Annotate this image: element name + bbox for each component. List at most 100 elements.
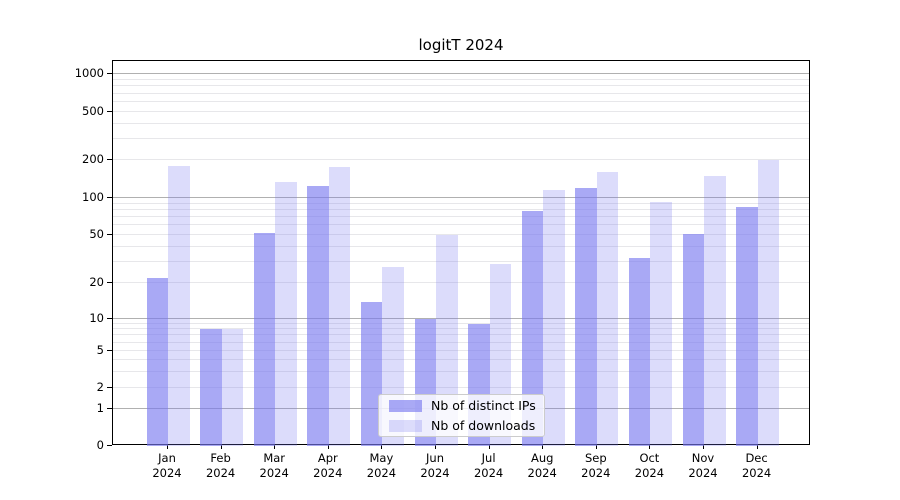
x-axis-tick-label: Jun 2024 bbox=[408, 451, 462, 481]
x-tick-year: 2024 bbox=[259, 466, 289, 480]
bar-downloads-nov bbox=[704, 175, 726, 446]
y-tick-mark bbox=[107, 110, 112, 112]
gridline-minor bbox=[113, 111, 809, 112]
y-tick-mark bbox=[107, 72, 112, 74]
bar-distinct-ips-jan bbox=[146, 278, 168, 446]
bar-distinct-ips-mar bbox=[253, 232, 276, 446]
x-tick-mark bbox=[756, 445, 758, 449]
bar-distinct-ips-apr bbox=[307, 185, 329, 446]
gridline-minor bbox=[113, 92, 809, 94]
x-tick-month: Jan bbox=[158, 451, 176, 465]
x-tick-month: Sep bbox=[584, 451, 607, 465]
bar-downloads-feb bbox=[221, 329, 244, 446]
bar-downloads-mar bbox=[275, 181, 297, 446]
gridline-minor bbox=[113, 224, 809, 226]
x-tick-mark bbox=[167, 445, 168, 449]
x-tick-month: Apr bbox=[317, 451, 338, 465]
gridline-minor bbox=[113, 334, 809, 336]
bar-distinct-ips-dec bbox=[736, 206, 758, 446]
x-tick-mark bbox=[327, 445, 329, 449]
y-axis-tick-label: 5 bbox=[96, 343, 104, 357]
gridline-minor bbox=[113, 328, 809, 330]
x-tick-month: May bbox=[369, 451, 394, 465]
x-tick-year: 2024 bbox=[473, 466, 504, 480]
y-axis-tick-label: 0 bbox=[96, 438, 104, 452]
x-tick-month: Jun bbox=[426, 451, 444, 465]
x-tick-year: 2024 bbox=[581, 466, 611, 480]
x-tick-month: Jul bbox=[481, 451, 496, 465]
x-tick-mark bbox=[220, 445, 222, 449]
x-tick-year: 2024 bbox=[205, 466, 236, 480]
chart-title: logitT 2024 bbox=[418, 36, 504, 54]
gridline-minor bbox=[113, 260, 809, 262]
x-tick-year: 2024 bbox=[527, 466, 557, 480]
y-tick-mark bbox=[107, 386, 112, 388]
y-axis-tick-label: 1000 bbox=[74, 66, 104, 80]
legend-item-distinct-ips: Nb of distinct IPs bbox=[387, 398, 536, 413]
x-tick-month: Dec bbox=[745, 451, 768, 465]
y-axis-tick-label: 100 bbox=[82, 190, 104, 204]
x-tick-month: Oct bbox=[639, 451, 660, 465]
x-tick-mark bbox=[542, 445, 544, 449]
gridline-minor bbox=[113, 159, 809, 160]
gridline-minor bbox=[113, 234, 809, 235]
x-tick-mark bbox=[703, 445, 704, 449]
y-tick-mark bbox=[107, 444, 112, 446]
plot-area bbox=[112, 60, 810, 446]
legend-label-downloads: Nb of downloads bbox=[431, 418, 536, 433]
bar-distinct-ips-sep bbox=[575, 188, 597, 446]
gridline-minor bbox=[113, 208, 809, 210]
bar-downloads-jun bbox=[436, 235, 458, 446]
gridline-major bbox=[113, 197, 809, 198]
x-axis-tick-label: Aug 2024 bbox=[515, 451, 569, 481]
x-tick-mark bbox=[649, 445, 651, 449]
x-tick-month: Feb bbox=[210, 451, 231, 465]
bar-downloads-apr bbox=[328, 167, 351, 446]
x-axis-tick-label: Oct 2024 bbox=[622, 451, 676, 481]
gridline-minor bbox=[113, 387, 809, 388]
bar-downloads-dec bbox=[757, 160, 780, 446]
gridline-minor bbox=[113, 137, 809, 139]
gridline-minor bbox=[113, 101, 809, 102]
x-tick-year: 2024 bbox=[688, 466, 718, 480]
legend-swatch-distinct-ips bbox=[389, 399, 422, 412]
x-tick-year: 2024 bbox=[313, 466, 343, 480]
x-tick-mark bbox=[381, 445, 383, 449]
x-tick-month: Nov bbox=[691, 451, 715, 465]
gridline-minor bbox=[113, 322, 809, 324]
x-axis-tick-label: Mar 2024 bbox=[247, 451, 301, 481]
legend: Nb of distinct IPs Nb of downloads bbox=[378, 394, 545, 437]
bar-distinct-ips-oct bbox=[628, 258, 651, 446]
y-tick-mark bbox=[107, 233, 112, 235]
gridline-minor bbox=[113, 85, 809, 87]
x-tick-year: 2024 bbox=[634, 466, 665, 480]
x-tick-year: 2024 bbox=[366, 466, 397, 480]
x-axis-tick-label: Feb 2024 bbox=[194, 451, 248, 481]
gridline-minor bbox=[113, 282, 809, 283]
bar-distinct-ips-may bbox=[360, 301, 383, 446]
x-tick-year: 2024 bbox=[741, 466, 772, 480]
y-axis-tick-label: 1 bbox=[96, 401, 104, 415]
gridline-minor bbox=[113, 202, 809, 204]
gridline-minor bbox=[113, 359, 809, 360]
gridline-minor bbox=[113, 122, 809, 124]
x-tick-mark bbox=[595, 445, 597, 449]
gridline-minor bbox=[113, 245, 809, 247]
y-tick-mark bbox=[107, 281, 112, 283]
y-axis-tick-label: 200 bbox=[82, 152, 104, 166]
x-tick-month: Aug bbox=[530, 451, 554, 465]
y-axis-tick-label: 20 bbox=[89, 275, 104, 289]
x-axis-tick-label: Jan 2024 bbox=[140, 451, 194, 481]
gridline-minor bbox=[113, 370, 809, 372]
x-tick-month: Mar bbox=[263, 451, 286, 465]
bar-downloads-aug bbox=[543, 190, 565, 446]
x-tick-year: 2024 bbox=[420, 466, 450, 480]
gridline-minor bbox=[113, 341, 809, 343]
x-axis-tick-label: Jul 2024 bbox=[462, 451, 516, 481]
bar-downloads-jan bbox=[168, 165, 190, 446]
x-tick-mark bbox=[488, 445, 490, 449]
y-tick-mark bbox=[107, 196, 112, 198]
y-axis-tick-label: 50 bbox=[89, 227, 104, 241]
x-axis-tick-label: Dec 2024 bbox=[730, 451, 784, 481]
